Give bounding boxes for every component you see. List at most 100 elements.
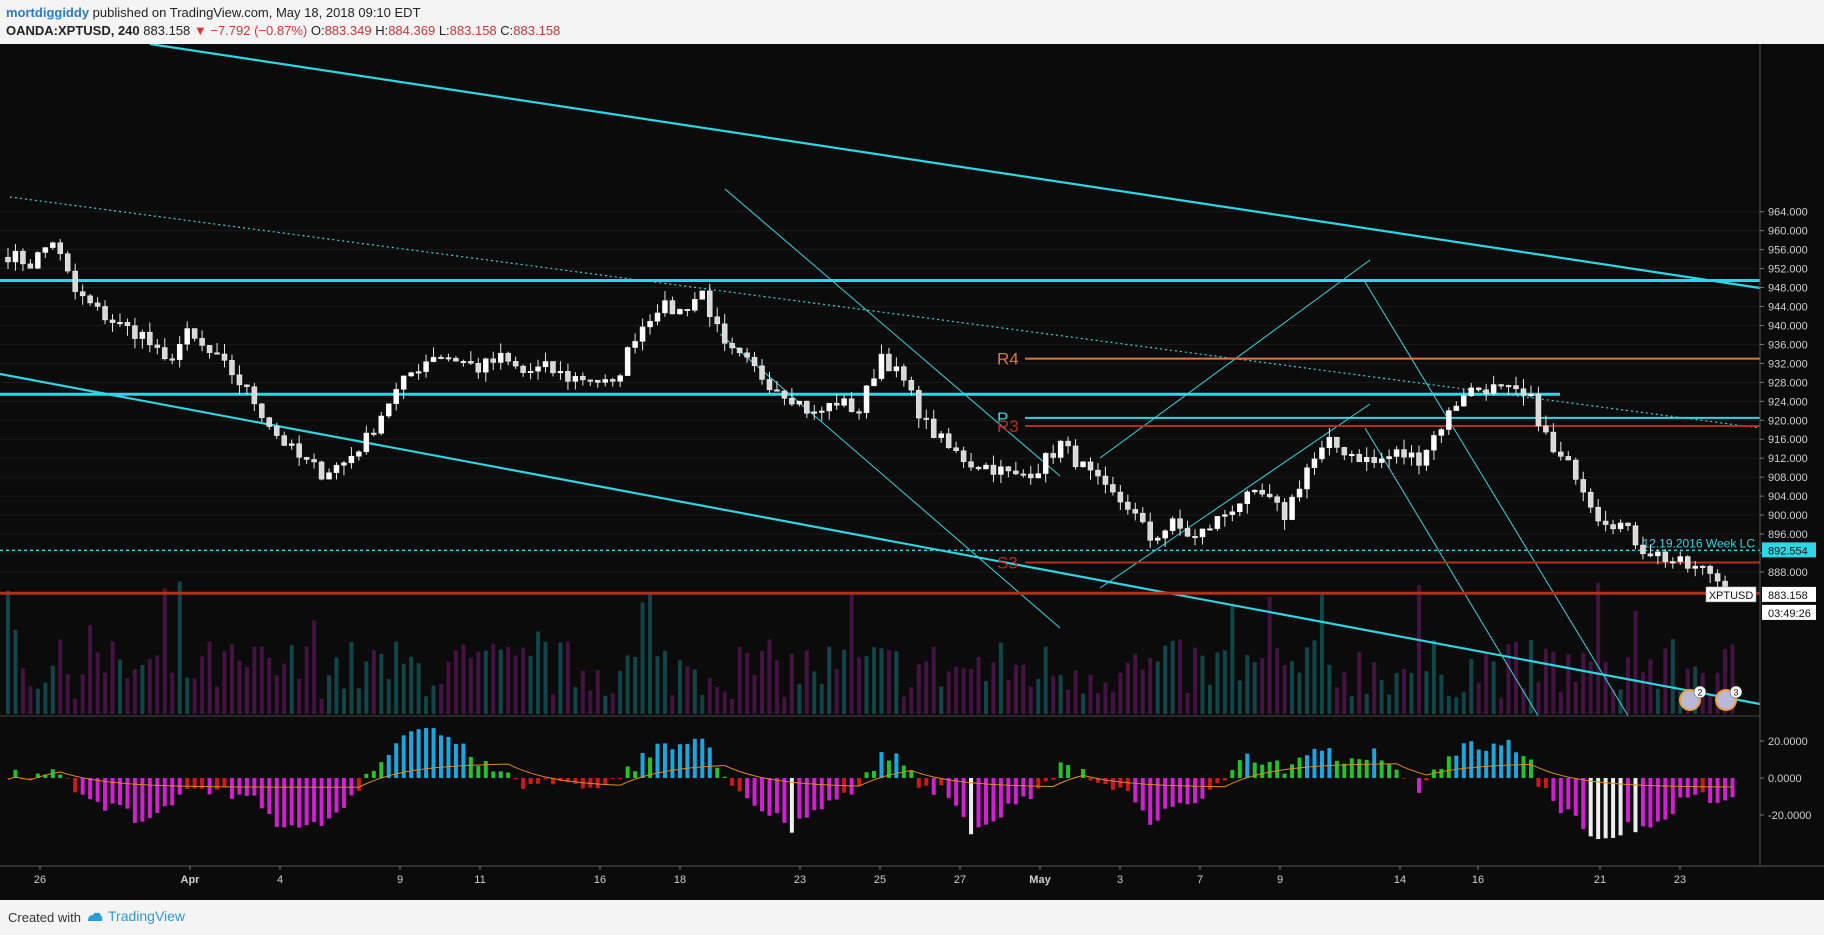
candle-body: [990, 464, 997, 475]
candle-body: [385, 403, 392, 417]
volume-bar: [588, 690, 593, 714]
oscillator-bar: [812, 778, 817, 810]
chart-header: mortdiggiddy published on TradingView.co…: [0, 0, 1824, 44]
low-value: 883.158: [449, 23, 497, 38]
candle-body: [1281, 502, 1288, 520]
volume-bar: [1655, 688, 1660, 714]
time-tick-label: 4: [277, 874, 283, 886]
tradingview-link[interactable]: TradingView: [86, 908, 185, 924]
oscillator-bar: [453, 743, 458, 778]
volume-bar: [692, 669, 697, 714]
oscillator-bar: [603, 778, 608, 785]
candle-body: [1617, 522, 1624, 530]
candle-body: [818, 410, 825, 413]
oscillator-bar: [461, 743, 466, 778]
oscillator-bar: [1618, 778, 1623, 836]
volume-bar: [983, 681, 988, 714]
candle-body: [692, 299, 698, 311]
candle-body: [886, 353, 892, 372]
volume-bar: [6, 590, 10, 714]
candle-body: [1117, 491, 1124, 503]
volume-bar: [879, 648, 884, 714]
oscillator-bar: [274, 778, 279, 827]
oscillator-bar: [573, 778, 578, 784]
price-tick-label: 920.000: [1768, 415, 1808, 427]
candle-body: [445, 357, 452, 360]
candle-body: [1199, 528, 1206, 538]
candle-body: [1132, 509, 1139, 514]
volume-bar: [162, 588, 167, 714]
candle-body: [1543, 425, 1549, 433]
volume-bar: [1125, 662, 1130, 714]
author-link[interactable]: mortdiggiddy: [6, 5, 90, 20]
oscillator-bar: [1066, 765, 1071, 778]
oscillator-bar: [446, 736, 451, 778]
volume-bar: [1013, 664, 1018, 714]
volume-bar: [595, 670, 600, 714]
last-price: 883.158: [143, 23, 191, 38]
oscillator-bar: [1454, 755, 1459, 778]
candle-body: [871, 378, 877, 387]
volume-bar: [147, 659, 152, 714]
volume-bar: [259, 646, 264, 714]
oscillator-bar: [707, 747, 712, 778]
candle-body: [1363, 457, 1370, 462]
price-tick-label: 900.000: [1768, 510, 1808, 522]
candle-body: [1028, 473, 1034, 479]
candle-body: [811, 411, 818, 414]
oscillator-bar: [43, 774, 48, 778]
volume-bar: [304, 646, 309, 714]
candle-body: [609, 379, 616, 382]
volume-bar: [289, 645, 294, 714]
candle-body: [893, 366, 900, 372]
oscillator-bar: [379, 762, 384, 778]
candle-body: [565, 371, 571, 382]
event-badge-count: 3: [1733, 688, 1738, 698]
oscillator-bar: [550, 778, 555, 785]
oscillator-bar: [737, 778, 742, 792]
volume-bar: [894, 651, 899, 714]
oscillator-bar: [1207, 778, 1212, 790]
price-tick-label: 904.000: [1768, 491, 1808, 503]
publish-text: published on TradingView.com, May 18, 20…: [89, 5, 421, 20]
oscillator-bar: [117, 778, 122, 805]
volume-bar: [1088, 674, 1093, 714]
signal-line: [7, 763, 1733, 788]
candle-body: [632, 341, 638, 348]
volume-bar: [573, 687, 578, 714]
oscillator-bar: [760, 778, 765, 812]
oscillator-bar: [1573, 778, 1578, 816]
oscillator-bar: [498, 771, 503, 778]
oscillator-bar: [1148, 778, 1153, 825]
oscillator-bar: [1178, 778, 1183, 804]
price-tick-label: 928.000: [1768, 377, 1808, 389]
symbol-info: OANDA:XPTUSD, 240 883.158 ▼ −7.792 (−0.8…: [6, 23, 560, 38]
time-tick-label: 16: [1472, 874, 1484, 886]
volume-bar: [1282, 664, 1287, 714]
price-tick-label: 924.000: [1768, 396, 1808, 408]
oscillator-bar: [543, 778, 548, 780]
candle-body: [296, 443, 302, 458]
volume-bar: [1670, 639, 1675, 714]
volume-bar: [1506, 644, 1511, 714]
volume-bar: [1551, 651, 1556, 714]
oscillator-bar: [715, 767, 720, 778]
high-value: 884.369: [388, 23, 436, 38]
volume-bar: [1603, 661, 1608, 714]
price-tick-label: 956.000: [1768, 245, 1808, 257]
oscillator-bar: [1118, 778, 1123, 788]
candle-body: [1453, 405, 1460, 411]
volume-bar: [1454, 697, 1459, 714]
volume-bar: [1342, 672, 1347, 714]
time-tick-label: 7: [1197, 874, 1203, 886]
oscillator-bar: [162, 778, 167, 807]
time-tick-label: 9: [397, 874, 403, 886]
candle-body: [50, 242, 56, 248]
volume-bar: [1387, 694, 1392, 714]
oscillator-bar: [1588, 778, 1593, 837]
oscillator-bar: [1200, 778, 1205, 799]
price-tick-label: 916.000: [1768, 434, 1808, 446]
volume-bar: [1611, 689, 1616, 714]
chart-area[interactable]: R4 PR3 12.19.2016 Week LC S3 964.000 960.000…: [0, 44, 1824, 900]
volume-bar: [1364, 693, 1369, 714]
